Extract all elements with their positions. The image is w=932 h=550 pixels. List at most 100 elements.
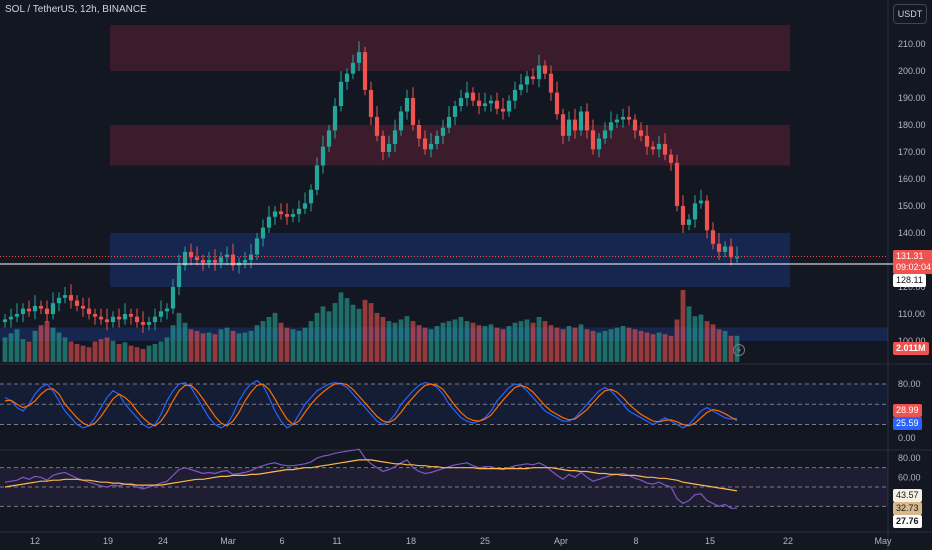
time-tick-label: 25 <box>480 536 490 546</box>
candle-body <box>218 257 224 263</box>
candle-body <box>572 119 578 131</box>
candle-body <box>386 143 392 152</box>
volume-bar <box>464 321 470 362</box>
volume-bar <box>248 330 254 362</box>
candle-body <box>146 322 152 325</box>
volume-bar <box>722 330 728 362</box>
candle-body <box>140 322 146 325</box>
candle-body <box>320 146 326 166</box>
volume-bar <box>350 304 356 362</box>
volume-bar <box>560 329 566 362</box>
candle-body <box>650 146 656 150</box>
volume-bar <box>176 312 182 362</box>
volume-bar <box>104 337 110 362</box>
last-price-tag: 131.31 09:02:04 <box>893 250 932 274</box>
volume-bar <box>596 332 602 362</box>
volume-bar <box>668 335 674 362</box>
candle-body <box>272 211 278 217</box>
volume-bar <box>26 341 32 362</box>
volume-bar <box>512 322 518 362</box>
volume-bar <box>338 292 344 362</box>
candle-body <box>350 62 356 74</box>
volume-bar <box>386 321 392 362</box>
volume-bar <box>698 314 704 362</box>
candle-body <box>728 246 734 258</box>
volume-bar <box>392 322 398 362</box>
volume-bar <box>134 347 140 362</box>
volume-bar <box>158 341 164 362</box>
candle-body <box>50 303 56 314</box>
candle-body <box>494 100 500 109</box>
candle-body <box>590 130 596 150</box>
volume-bar <box>188 329 194 362</box>
volume-bar <box>620 326 626 362</box>
candle-body <box>314 165 320 190</box>
volume-bar <box>86 347 92 362</box>
volume-bar <box>716 329 722 362</box>
volume-tag: 2.011M <box>893 342 929 355</box>
volume-bar <box>674 319 680 362</box>
volume-bar <box>662 334 668 362</box>
currency-button[interactable]: USDT <box>893 4 927 24</box>
candle-body <box>182 251 188 266</box>
time-tick-label: 24 <box>158 536 168 546</box>
volume-bar <box>254 325 260 362</box>
volume-bar <box>116 344 122 362</box>
candle-body <box>548 73 554 93</box>
candle-body <box>44 308 50 314</box>
candle-body <box>416 125 422 139</box>
volume-bar <box>110 340 116 362</box>
volume-bar <box>380 317 386 362</box>
candle-body <box>128 314 134 317</box>
candle-body <box>644 135 650 147</box>
volume-bar <box>38 325 44 362</box>
volume-bar <box>452 319 458 362</box>
volume-bar <box>356 308 362 362</box>
volume-bar <box>686 306 692 362</box>
stoch-tick-label: 80.00 <box>898 379 921 389</box>
candle-body <box>338 81 344 107</box>
candle-body <box>440 127 446 136</box>
rsi-tick-label: 60.00 <box>898 472 921 482</box>
candle-body <box>326 130 332 147</box>
candle-body <box>626 116 632 120</box>
volume-bar <box>626 327 632 362</box>
volume-bar <box>224 327 230 362</box>
volume-bar <box>530 322 536 362</box>
candle-body <box>266 216 272 228</box>
candle-countdown: 09:02:04 <box>896 262 932 272</box>
volume-bar <box>644 332 650 362</box>
volume-bar <box>74 344 80 362</box>
volume-bar <box>320 306 326 362</box>
candle-body <box>734 257 740 259</box>
candle-body <box>524 76 530 85</box>
volume-bar <box>182 322 188 362</box>
lightning-icon[interactable] <box>733 344 745 356</box>
volume-bar <box>230 330 236 362</box>
candle-body <box>614 119 620 123</box>
candle-body <box>560 114 566 136</box>
volume-bar <box>428 329 434 362</box>
candle-body <box>260 227 266 239</box>
candle-body <box>92 314 98 317</box>
time-tick-label: 12 <box>30 536 40 546</box>
volume-bar <box>296 330 302 362</box>
volume-bar <box>152 344 158 362</box>
candle-body <box>638 130 644 136</box>
stoch-d-tag: 25.59 <box>893 417 922 430</box>
candle-body <box>302 203 308 209</box>
volume-bar <box>536 317 542 362</box>
volume-bar <box>170 325 176 362</box>
volume-bar <box>482 326 488 362</box>
supply-zone <box>110 125 790 166</box>
volume-bar <box>584 329 590 362</box>
volume-bar <box>494 327 500 362</box>
candle-body <box>74 300 80 306</box>
volume-bar <box>32 330 38 362</box>
volume-bar <box>614 327 620 362</box>
candle-body <box>200 260 206 263</box>
candle-body <box>578 111 584 131</box>
volume-bar <box>500 329 506 362</box>
volume-bar <box>542 321 548 362</box>
